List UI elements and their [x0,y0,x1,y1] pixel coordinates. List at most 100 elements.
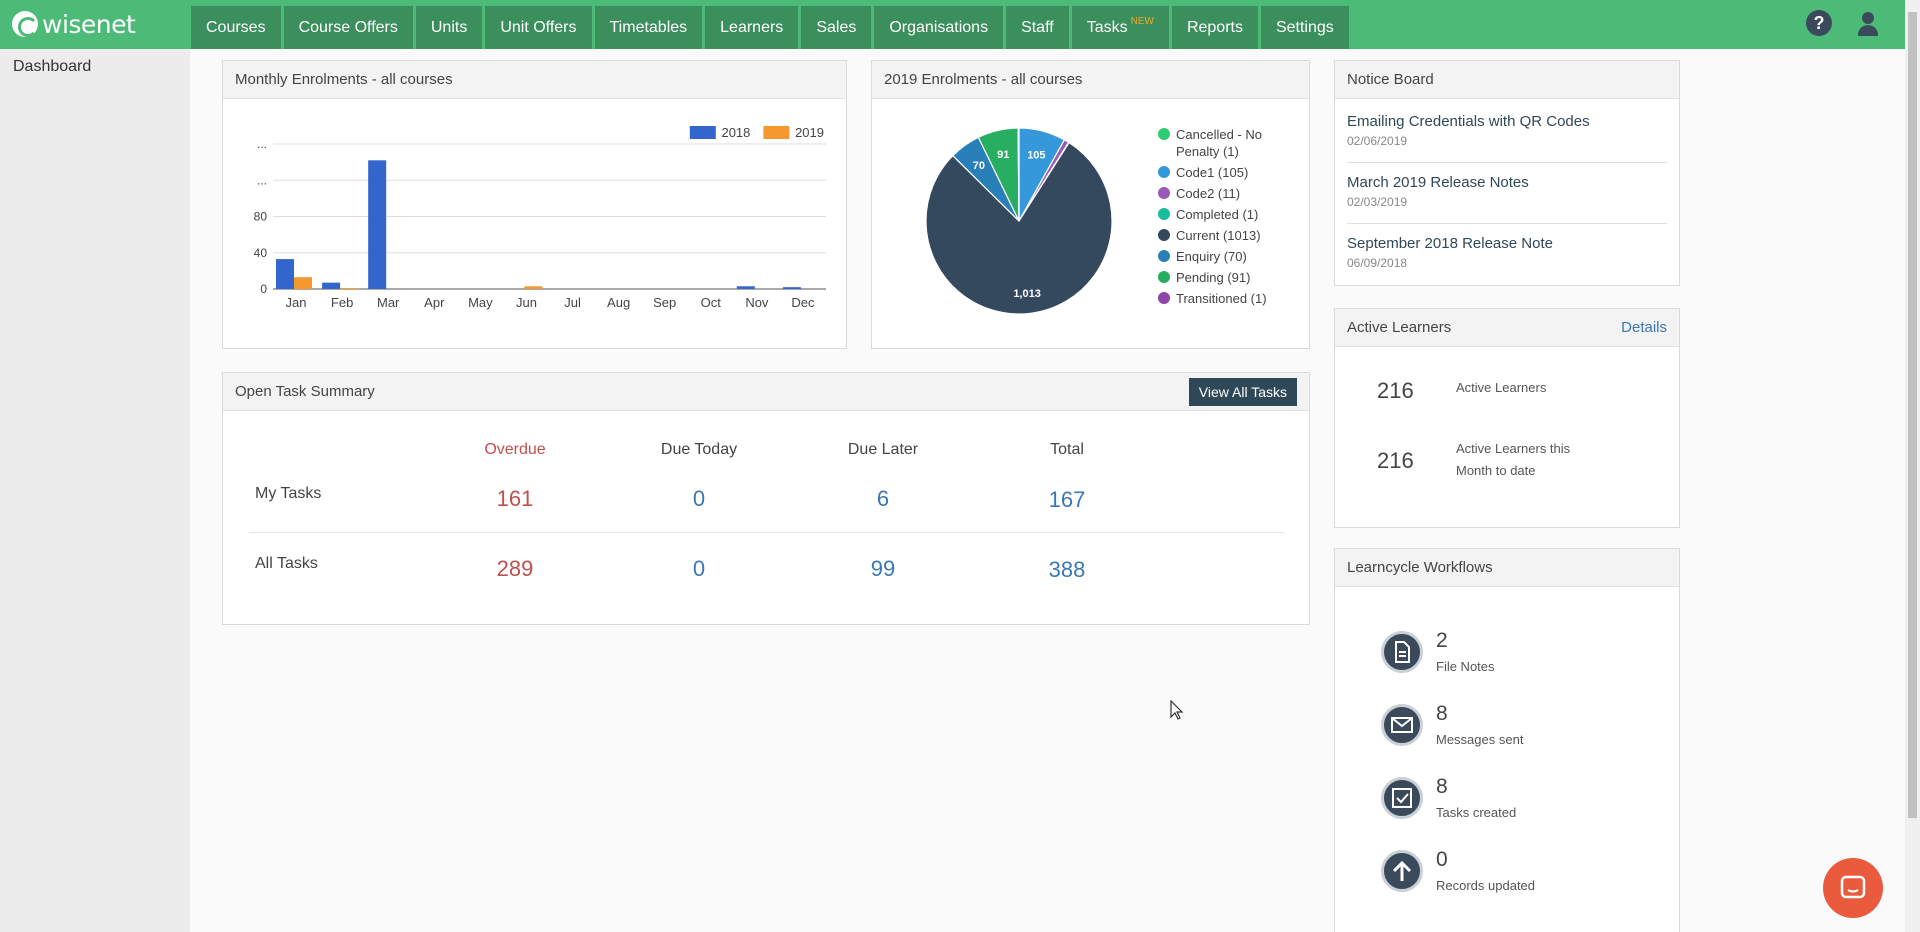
legend-label: Transitioned (1) [1176,291,1267,306]
overdue-header: Overdue [484,441,546,458]
all-tasks-overdue[interactable]: 289 [496,556,534,581]
nav-label: Tasks [1086,18,1128,36]
notice-item[interactable]: September 2018 Release Note 06/09/2018 [1347,235,1667,270]
nav-sales[interactable]: Sales [801,6,872,49]
panel-title: Active Learners [1347,319,1452,336]
x-tick-label: Oct [701,295,722,310]
file-notes-label: File Notes [1436,659,1495,674]
x-tick-label: Apr [424,295,445,310]
notice-title: Emailing Credentials with QR Codes [1347,113,1590,130]
arrow-up-icon [1381,850,1423,892]
nav-label: Course Offers [298,18,398,36]
my-tasks-due-later[interactable]: 6 [876,486,890,511]
scrollbar-thumb[interactable] [1908,12,1917,818]
bar-2019-feb [340,288,359,289]
nav-staff[interactable]: Staff [1006,6,1069,49]
sidebar: Dashboard [0,49,190,932]
legend-swatch [689,126,716,139]
envelope-icon [1381,704,1423,746]
bar-2019-jun [524,286,543,289]
my-tasks-overdue[interactable]: 161 [496,486,534,511]
nav-label: Sales [816,18,857,36]
x-tick-label: Jan [286,295,307,310]
legend-marker [1158,166,1170,178]
nav-units[interactable]: Units [415,6,483,49]
divider [1347,223,1667,224]
nav-learners[interactable]: Learners [705,6,799,49]
active-learners-month-label: Active Learners this Month to date [1456,441,1571,478]
wisenet-logo[interactable]: wisenet [12,9,136,39]
x-tick-label: Dec [791,295,815,310]
legend-marker [1158,271,1170,283]
logo-text: wisenet [42,9,136,39]
nav-label: Organisations [889,18,989,36]
x-tick-label: Jun [516,295,537,310]
x-tick-label: May [468,295,493,310]
panel-header: Active Learners Details [1335,309,1679,347]
tasks-created-count: 8 [1436,775,1448,798]
legend-label: Code1 (105) [1176,165,1248,180]
all-tasks-label: All Tasks [255,555,318,572]
nav-organisations[interactable]: Organisations [874,6,1004,49]
nav-reports[interactable]: Reports [1171,6,1258,49]
bar-2018-dec [782,287,801,289]
monthly-enrolments-panel: Monthly Enrolments - all courses 0 40 80..… [222,60,847,349]
records-updated-label: Records updated [1436,878,1536,893]
notice-item[interactable]: March 2019 Release Notes 02/03/2019 [1347,174,1667,209]
nav-courses[interactable]: Courses [191,6,281,49]
nav-timetables[interactable]: Timetables [594,6,703,49]
divider [1347,162,1667,163]
nav-course-offers[interactable]: Course Offers [283,6,413,49]
x-tick-label: Sep [653,295,676,310]
nav-label: Unit Offers [500,18,577,36]
chat-button[interactable] [1823,858,1883,918]
nav-label: Courses [206,18,266,36]
nav-settings[interactable]: Settings [1260,6,1349,49]
x-tick-label: Mar [377,295,400,310]
file-icon [1381,631,1423,673]
bar-2018-nov [736,286,755,289]
panel-header: Notice Board [1335,61,1679,99]
all-tasks-due-later[interactable]: 99 [870,556,896,581]
legend-label: Current (1013) [1176,228,1261,243]
all-tasks-due-today[interactable]: 0 [692,556,706,581]
panel-title: Monthly Enrolments - all courses [235,71,453,88]
records-updated-count: 0 [1436,848,1448,871]
panel-title: Open Task Summary [235,383,375,400]
panel-header: Open Task Summary View All Tasks [223,373,1309,411]
view-all-tasks-button[interactable]: View All Tasks [1188,377,1297,406]
user-icon[interactable] [1855,10,1881,36]
due-today-column: Due Today [639,441,759,459]
total-column: Total [1007,441,1127,459]
sidebar-item-dashboard[interactable]: Dashboard [13,58,92,75]
y-tick-label: ... [257,173,267,187]
file-notes-count: 2 [1436,629,1448,652]
y-tick-label: 80 [254,210,268,224]
top-nav-bar: wisenet Courses Course Offers Units Unit… [0,0,1905,49]
nav-tasks[interactable]: Tasks NEW [1071,6,1169,49]
x-tick-label: Nov [745,295,769,310]
my-tasks-due-today[interactable]: 0 [692,486,706,511]
my-tasks-total[interactable]: 167 [1048,487,1086,512]
page-scrollbar[interactable] [1905,0,1920,932]
main-nav: Courses Course Offers Units Unit Offers … [191,6,1352,49]
notice-title: March 2019 Release Notes [1347,174,1529,191]
details-link[interactable]: Details [1621,319,1667,336]
legend-marker [1158,229,1170,241]
y-tick-label: 0 [260,282,267,296]
open-task-summary-panel: Open Task Summary View All Tasks Overdue… [222,372,1310,625]
divider [249,532,1285,533]
bar-2019-jan [294,277,312,289]
enrolments-pie-chart: 105 1,013 70 91 Cancelled - No Penalty (1) Cod… [925,127,1267,315]
legend-label: Code2 (11) [1176,186,1240,201]
checkbox-icon [1381,777,1423,819]
legend-marker [1158,292,1170,304]
help-icon[interactable]: ? [1806,10,1832,36]
y-tick-label: ... [257,137,267,151]
new-badge: NEW [1130,16,1154,27]
notice-item[interactable]: Emailing Credentials with QR Codes 02/06… [1347,113,1667,148]
legend-label: Cancelled - No Penalty (1) [1176,127,1262,159]
nav-unit-offers[interactable]: Unit Offers [485,6,592,49]
pie-slice-label: 91 [997,149,1009,161]
all-tasks-total[interactable]: 388 [1048,557,1086,582]
